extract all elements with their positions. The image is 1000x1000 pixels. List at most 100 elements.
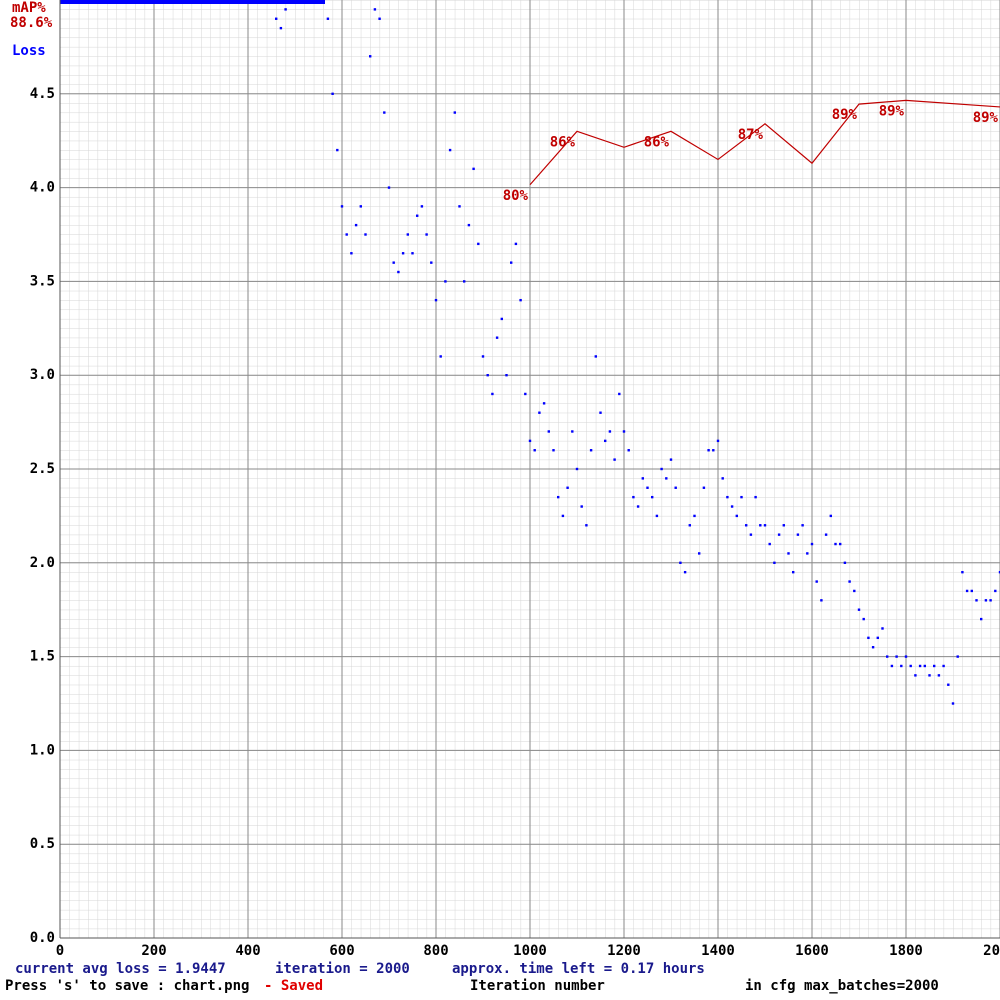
loss-point	[787, 552, 790, 555]
loss-point	[416, 214, 419, 217]
loss-point	[491, 392, 494, 396]
loss-point	[900, 664, 903, 668]
loss-point	[843, 561, 847, 564]
map-label: 89%	[879, 103, 905, 119]
loss-point	[533, 449, 536, 452]
loss-point	[345, 233, 348, 236]
status-iteration: iteration = 2000	[275, 961, 410, 977]
loss-point	[702, 486, 706, 489]
loss-point	[839, 542, 842, 546]
loss-point	[749, 533, 753, 536]
loss-point	[956, 655, 959, 658]
loss-point	[420, 205, 424, 208]
loss-point	[669, 458, 673, 461]
loss-point	[580, 505, 583, 508]
x-tick-label: 400	[235, 943, 260, 959]
legend-loss: Loss	[12, 43, 46, 59]
loss-point	[998, 570, 1000, 574]
loss-point	[763, 524, 767, 527]
loss-point	[726, 495, 729, 499]
loss-point	[937, 674, 941, 677]
loss-point	[401, 252, 405, 255]
loss-point	[604, 439, 607, 443]
loss-point	[984, 599, 988, 602]
loss-point	[698, 552, 701, 555]
status-loss: current avg loss = 1.9447	[15, 961, 226, 977]
loss-point	[434, 298, 438, 302]
loss-point	[350, 252, 353, 255]
y-tick-label: 4.5	[30, 86, 55, 102]
x-tick-label: 2000	[983, 943, 1000, 959]
loss-point	[594, 355, 597, 358]
loss-point	[810, 542, 814, 546]
loss-point	[369, 55, 372, 58]
loss-point	[712, 449, 715, 452]
x-tick-label: 200	[141, 943, 166, 959]
loss-point	[961, 570, 964, 574]
loss-point	[472, 167, 475, 171]
loss-point	[326, 17, 330, 20]
loss-point	[387, 186, 391, 189]
map-label: 89%	[973, 110, 999, 126]
loss-point	[477, 242, 480, 246]
loss-point	[947, 683, 950, 686]
x-tick-label: 1400	[701, 943, 735, 959]
loss-point	[641, 477, 644, 480]
y-tick-label: 2.5	[30, 461, 55, 477]
loss-point	[994, 589, 997, 593]
loss-point	[495, 336, 499, 339]
x-tick-label: 600	[329, 943, 354, 959]
loss-point	[500, 317, 503, 321]
loss-point	[735, 514, 738, 518]
loss-point	[613, 458, 616, 461]
loss-point	[782, 524, 785, 527]
x-tick-label: 1000	[513, 943, 547, 959]
loss-point	[557, 495, 560, 499]
loss-point	[636, 505, 640, 508]
loss-point	[759, 524, 762, 527]
x-tick-label: 1600	[795, 943, 829, 959]
loss-point	[561, 514, 565, 518]
map-label: 80%	[503, 188, 529, 204]
loss-point	[458, 205, 461, 208]
legend-map: mAP%	[12, 0, 46, 16]
loss-point	[693, 514, 696, 518]
loss-point	[364, 233, 367, 236]
loss-point	[275, 17, 278, 20]
loss-point	[683, 570, 687, 574]
loss-point	[575, 467, 579, 471]
loss-point	[895, 655, 898, 658]
loss-point	[886, 655, 889, 658]
loss-point	[397, 270, 400, 274]
loss-point	[989, 599, 992, 602]
loss-point	[815, 580, 818, 583]
loss-point	[928, 674, 931, 677]
loss-point	[373, 8, 377, 11]
loss-point	[340, 205, 344, 208]
loss-point	[608, 430, 612, 433]
loss-point	[660, 467, 663, 471]
loss-point	[980, 617, 983, 621]
loss-point	[975, 599, 978, 602]
marks	[275, 8, 1000, 705]
loss-point	[796, 533, 800, 536]
loss-point	[566, 486, 569, 489]
loss-point	[740, 495, 743, 499]
loss-point	[585, 524, 588, 527]
current-map: 88.6%	[10, 15, 53, 31]
loss-point	[444, 280, 447, 283]
map-label: 89%	[832, 107, 858, 123]
loss-point	[430, 261, 433, 264]
loss-point	[909, 664, 912, 668]
y-tick-label: 1.5	[30, 649, 55, 665]
loss-point	[871, 646, 875, 649]
y-tick-label: 3.5	[30, 273, 55, 289]
loss-point	[646, 486, 649, 489]
loss-point	[862, 617, 865, 621]
loss-point	[655, 514, 659, 518]
loss-point	[524, 392, 527, 396]
loss-point	[914, 674, 917, 677]
map-label: 87%	[738, 127, 764, 143]
loss-point	[773, 561, 776, 564]
